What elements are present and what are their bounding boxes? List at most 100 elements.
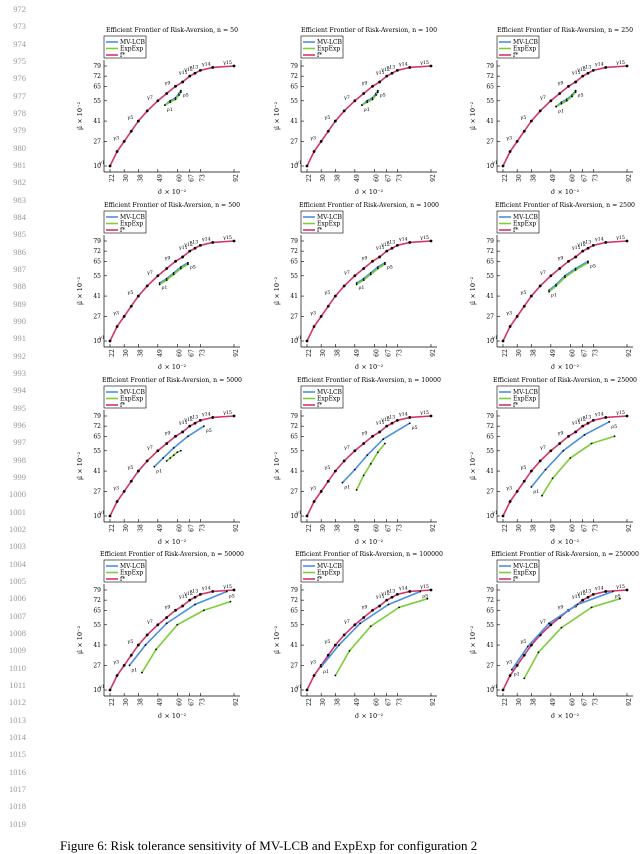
series-point — [551, 477, 554, 480]
line-number: 995 — [13, 402, 26, 413]
x-tick-label: 60 — [569, 174, 576, 182]
x-tick-label: 30 — [320, 349, 327, 357]
line-number: 972 — [13, 4, 26, 14]
chart-title: Efficient Frontier of Risk-Aversion, n =… — [100, 551, 244, 558]
x-tick-label: 60 — [373, 698, 380, 706]
frontier-point — [174, 434, 177, 438]
frontier-point — [326, 304, 330, 308]
frontier-point — [193, 71, 197, 75]
frontier-point — [522, 653, 526, 657]
chart-panel: Efficient Frontier of Risk-Aversion, n =… — [75, 27, 240, 196]
chart-panel: Efficient Frontier of Risk-Aversion, n =… — [272, 202, 439, 371]
x-tick-label: 30 — [320, 174, 327, 182]
y-tick-label: 27 — [290, 313, 298, 320]
gamma-label: γ7 — [147, 95, 153, 101]
frontier-point — [371, 259, 374, 263]
y-tick-label: 79 — [290, 587, 298, 594]
y-tick-label: 72 — [93, 248, 101, 255]
series-point — [376, 451, 379, 454]
legend-label: f* — [120, 227, 125, 234]
rho-label: ρ5 — [183, 93, 189, 99]
gamma-label: γ11 — [376, 420, 385, 426]
x-tick-label: 60 — [569, 524, 576, 532]
gamma-label: γ3 — [113, 310, 119, 316]
series-point — [366, 101, 369, 104]
series-point — [376, 91, 379, 93]
gamma-label: γ5 — [127, 115, 133, 121]
frontier-point — [232, 64, 236, 68]
line-number: 997 — [13, 437, 26, 448]
x-tick-label: 30 — [123, 349, 130, 357]
frontier-point — [188, 598, 192, 602]
frontier-point — [567, 84, 570, 88]
y-tick-label: 79 — [93, 63, 101, 70]
gamma-label: γ1 — [296, 510, 302, 516]
chart-panel: Efficient Frontier of Risk-Aversion, n =… — [75, 377, 242, 546]
line-number: 996 — [13, 419, 26, 430]
line-number: 1009 — [9, 645, 26, 656]
y-tick-label: 41 — [486, 293, 494, 300]
y-tick-label: 55 — [93, 273, 101, 280]
series-point — [523, 677, 526, 680]
gamma-label: γ15 — [223, 235, 232, 241]
frontier-point — [362, 92, 366, 95]
series-point — [590, 606, 593, 609]
y-tick-label: 79 — [290, 413, 298, 420]
series-point — [165, 622, 168, 625]
frontier-point — [408, 66, 412, 69]
rho-label: ρ5 — [615, 593, 621, 599]
rho-label: ρ1 — [156, 469, 162, 475]
frontier-point — [508, 150, 512, 153]
series-point — [510, 668, 513, 671]
series-point — [179, 449, 182, 452]
y-tick-label: 65 — [93, 258, 101, 265]
line-number: 982 — [13, 177, 26, 188]
x-tick-label: 38 — [137, 698, 144, 706]
gamma-label: γ12 — [381, 417, 390, 423]
x-tick-label: 22 — [502, 524, 509, 532]
series-point — [172, 446, 175, 449]
gamma-label: γ7 — [540, 619, 546, 625]
frontier-point — [625, 239, 629, 243]
frontier-point — [604, 241, 608, 244]
gamma-label: γ5 — [520, 465, 526, 471]
line-number: 1006 — [9, 593, 26, 604]
y-tick-label: 65 — [290, 258, 298, 265]
frontier-point — [342, 633, 346, 637]
gamma-label: γ5 — [520, 639, 526, 645]
y-tick-label: 72 — [93, 597, 101, 604]
y-tick-label: 10 — [486, 513, 494, 520]
gamma-label: γ12 — [184, 591, 193, 597]
series-point — [155, 648, 157, 651]
frontier-point — [165, 92, 169, 95]
x-tick-label: 60 — [373, 349, 380, 357]
frontier-point — [508, 674, 512, 677]
legend-label: MV-LCB — [120, 563, 146, 570]
gamma-label: γ14 — [399, 585, 408, 591]
rho-label: ρ5 — [380, 93, 386, 99]
gamma-label: γ13 — [386, 239, 395, 245]
series-point — [384, 261, 386, 264]
gamma-label: γ13 — [582, 588, 591, 594]
chart-panel: Efficient Frontier of Risk-Aversion, n =… — [75, 551, 244, 720]
line-number: 984 — [13, 211, 26, 222]
series-point — [362, 279, 365, 282]
frontier-point — [385, 598, 389, 602]
chart-panel: Efficient Frontier of Risk-Aversion, n =… — [468, 551, 639, 720]
frontier-point — [353, 99, 357, 103]
gamma-label: γ11 — [179, 70, 188, 76]
series-point — [162, 457, 165, 459]
line-number: 986 — [13, 246, 26, 257]
frontier-point — [529, 469, 533, 473]
gamma-label: γ11 — [572, 420, 581, 426]
legend-label: f* — [120, 52, 125, 59]
gamma-label: γ15 — [616, 235, 625, 241]
frontier-point — [305, 688, 309, 692]
frontier-point — [333, 643, 337, 647]
frontier-point — [501, 339, 505, 343]
line-number: 999 — [13, 471, 26, 482]
gamma-label: γ11 — [179, 594, 188, 600]
x-tick-label: 60 — [176, 349, 183, 357]
x-tick-label: 92 — [430, 174, 437, 182]
chart-panel: Efficient Frontier of Risk-Aversion, n =… — [468, 27, 633, 196]
